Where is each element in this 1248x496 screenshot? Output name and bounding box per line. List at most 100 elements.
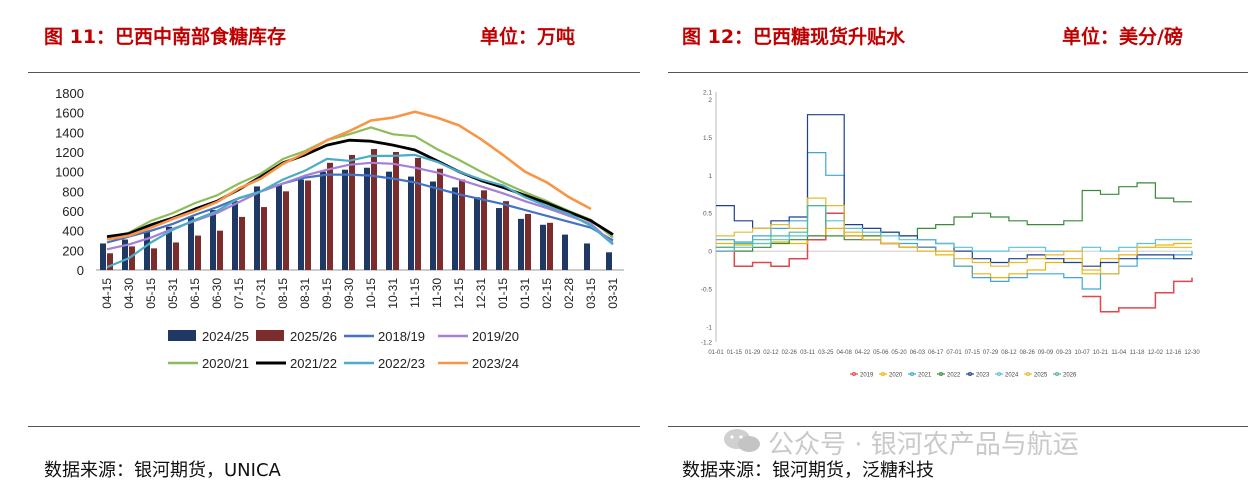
x-tick-label: 03-25 — [818, 350, 834, 356]
x-tick-label: 05-15 — [144, 278, 158, 309]
bar-2024-25 — [188, 216, 194, 270]
x-tick-label: 05-20 — [891, 350, 907, 356]
series-line-2022-23 — [106, 153, 614, 269]
bar-2025-26 — [459, 179, 465, 270]
x-tick-label: 09-15 — [320, 278, 334, 309]
right-bottom-rule — [668, 426, 1248, 427]
x-tick-label: 04-15 — [100, 278, 114, 309]
bar-2025-26 — [129, 246, 135, 270]
x-tick-label: 03-15 — [584, 278, 598, 309]
bar-2025-26 — [437, 168, 443, 270]
x-tick-label: 01-15 — [727, 350, 743, 356]
bar-2024-25 — [452, 187, 458, 270]
x-tick-label: 11-04 — [1111, 350, 1127, 356]
bar-2025-26 — [151, 248, 157, 270]
x-tick-label: 08-15 — [276, 278, 290, 309]
series-line-2018-19 — [106, 173, 614, 244]
legend-label: 2020/21 — [202, 356, 249, 371]
legend-marker-2019 — [851, 371, 856, 376]
bar-2024-25 — [166, 226, 172, 270]
legend-marker-2026 — [1054, 371, 1059, 376]
legend-marker-2023 — [967, 371, 972, 376]
x-tick-label: 09-09 — [1038, 350, 1054, 356]
bar-2024-25 — [254, 186, 260, 270]
x-tick-label: 10-07 — [1074, 350, 1090, 356]
legend-label: 2025/26 — [290, 329, 337, 344]
bar-2024-25 — [320, 171, 326, 270]
y-tick-label: 0.5 — [703, 211, 712, 218]
series-line-2021-22 — [106, 138, 614, 238]
bar-2024-25 — [430, 181, 436, 270]
bar-2025-26 — [525, 213, 531, 270]
y-tick-label: 600 — [62, 204, 84, 219]
x-tick-label: 07-01 — [946, 350, 962, 356]
x-tick-label: 07-15 — [232, 278, 246, 309]
x-tick-label: 12-16 — [1166, 350, 1182, 356]
watermark-text: 公众号 · 银河农产品与航运 — [768, 430, 1079, 460]
x-tick-label: 12-15 — [452, 278, 466, 309]
legend-label: 2024 — [1005, 373, 1019, 379]
legend-label: 2024/25 — [202, 329, 249, 344]
wechat-icon — [724, 429, 760, 452]
x-tick-label: 10-21 — [1093, 350, 1109, 356]
legend-marker-2021 — [909, 371, 914, 376]
x-tick-label: 06-30 — [210, 278, 224, 309]
x-tick-label: 02-12 — [763, 350, 779, 356]
legend-marker-2020 — [880, 371, 885, 376]
bar-2025-26 — [415, 157, 421, 270]
y-tick-label: 2 — [708, 97, 712, 104]
right-source: 数据来源：银河期货，泛糖科技 — [682, 460, 934, 481]
basis-chart: -1.2-1-0.500.511.522.101-01 01-15 01-29 02-… — [701, 90, 1201, 379]
x-tick-label: 07-15 — [965, 350, 981, 356]
bar-2024-25 — [122, 239, 128, 270]
right-figure-panel: 图 12：巴西糖现货升贴水 单位：美分/磅 -1.2 -1 -0.5 0 0.5 1 1.5… — [664, 0, 1248, 496]
x-tick-label: 06-03 — [910, 350, 926, 356]
left-top-rule — [28, 72, 640, 73]
x-tick-label: 08-31 — [298, 278, 312, 309]
bar-2025-26 — [217, 230, 223, 270]
bar-2024-25 — [144, 231, 150, 270]
bar-2025-26 — [393, 152, 399, 270]
bar-2024-25 — [562, 234, 568, 270]
legend-marker-2025 — [1025, 371, 1030, 376]
bar-2024-25 — [364, 167, 370, 270]
legend-label: 2025 — [1034, 373, 1048, 379]
bar-2025-26 — [305, 180, 311, 270]
x-tick-label: 02-28 — [562, 278, 576, 309]
bar-2025-26 — [371, 149, 377, 270]
x-tick-label: 01-31 — [518, 278, 532, 309]
legend-label: 2019/20 — [472, 329, 519, 344]
legend-label: 2021 — [918, 373, 932, 379]
y-tick-label: -1 — [706, 324, 712, 331]
stock-chart: 0 200 400 600 800 1000 1200 1400 1600 1800 04-15 04… — [55, 86, 624, 371]
bar-2025-26 — [239, 216, 245, 270]
x-tick-label: 04-30 — [122, 278, 136, 309]
series-line-2024 — [716, 205, 1192, 252]
legend-marker-2024 — [996, 371, 1001, 376]
x-tick-label: 11-30 — [430, 278, 444, 308]
bar-2025-26 — [283, 191, 289, 270]
bar-2025-26 — [261, 207, 267, 270]
x-tick-label: 03-11 — [800, 350, 816, 356]
series-line-2025 — [716, 197, 1192, 275]
y-tick-label: -1.2 — [701, 340, 713, 347]
y-tick-label: -0.5 — [701, 286, 713, 293]
x-tick-label: 11-18 — [1130, 350, 1146, 356]
x-tick-label: 08-26 — [1020, 350, 1036, 356]
x-tick-label: 11-15 — [408, 278, 422, 308]
bar-2024-25 — [408, 176, 414, 270]
series-line-2023-24 — [106, 110, 592, 241]
x-tick-label: 07-29 — [983, 350, 999, 356]
x-tick-label: 10-31 — [386, 278, 400, 309]
legend-label: 2021/22 — [290, 356, 337, 371]
right-figure-title: 图 12：巴西糖现货升贴水 — [682, 26, 906, 48]
bar-2024-25 — [100, 243, 106, 270]
y-tick-label: 200 — [62, 243, 84, 258]
bar-2025-26 — [327, 162, 333, 270]
bar-2025-26 — [173, 242, 179, 270]
y-tick-label: 0 — [77, 263, 84, 278]
y-tick-label: 1400 — [55, 125, 84, 140]
right-figure-unit: 单位：美分/磅 — [1062, 26, 1183, 48]
bar-2025-26 — [481, 190, 487, 270]
x-tick-label: 12-30 — [1184, 350, 1200, 356]
